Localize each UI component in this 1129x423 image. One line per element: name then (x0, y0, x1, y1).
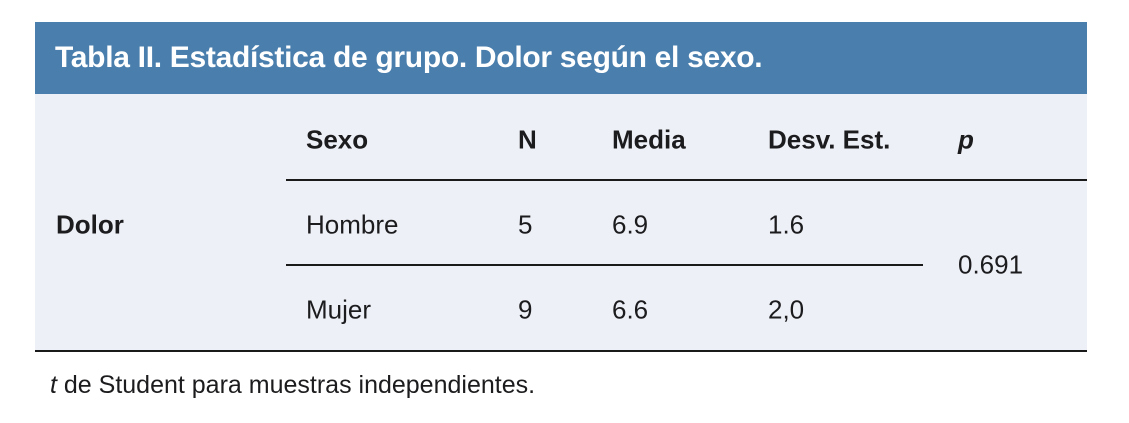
footnote-text: de Student para muestras independientes. (56, 371, 536, 399)
column-header-desv-est: Desv. Est. (768, 124, 891, 155)
cell-mujer-media: 6.6 (612, 294, 649, 325)
cell-mujer-n: 9 (518, 294, 533, 325)
table-title-bar: Tabla II. Estadística de grupo. Dolor se… (35, 22, 1087, 94)
header-underline-rule (286, 179, 1087, 181)
table-body: Sexo N Media Desv. Est. p Dolor Hombre 5… (35, 94, 1087, 352)
cell-mujer-sexo: Mujer (306, 294, 372, 325)
column-header-media: Media (612, 124, 686, 155)
cell-hombre-n: 5 (518, 209, 533, 240)
table-footnote: t de Student para muestras independiente… (50, 371, 535, 400)
cell-hombre-desv: 1.6 (768, 209, 805, 240)
cell-hombre-sexo: Hombre (306, 209, 399, 240)
column-header-sexo: Sexo (306, 124, 369, 155)
table-title: Tabla II. Estadística de grupo. Dolor se… (55, 41, 763, 74)
cell-p-value: 0.691 (958, 249, 1024, 280)
cell-hombre-media: 6.9 (612, 209, 649, 240)
cell-mujer-desv: 2,0 (768, 294, 805, 325)
footnote-italic-t: t (50, 371, 57, 399)
statistics-table: Tabla II. Estadística de grupo. Dolor se… (35, 22, 1087, 352)
table-bottom-rule (35, 350, 1087, 352)
row-divider-rule (286, 264, 923, 266)
column-header-p: p (958, 124, 974, 155)
row-group-label-dolor: Dolor (56, 209, 124, 240)
column-header-n: N (518, 124, 537, 155)
